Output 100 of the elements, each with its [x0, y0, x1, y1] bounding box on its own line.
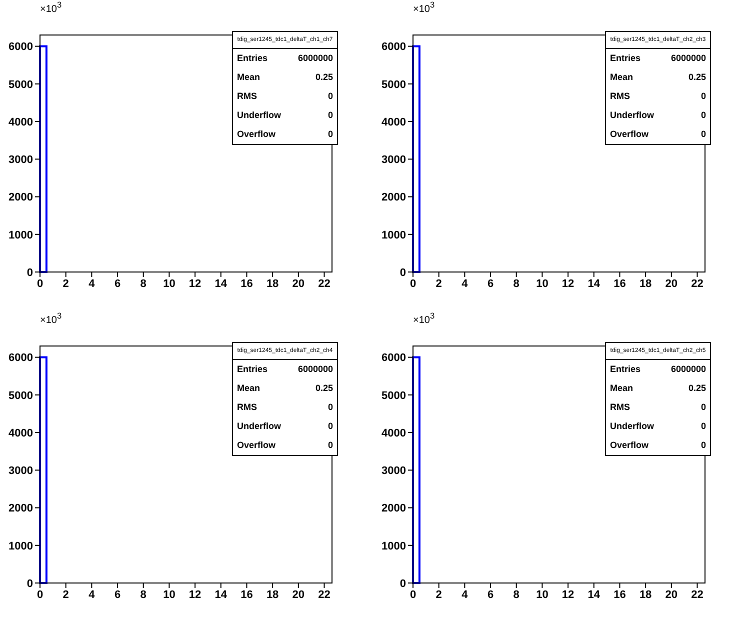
x-tick-label: 12: [188, 278, 202, 290]
x-tick-label: 16: [240, 278, 253, 290]
y-tick-label: 4000: [382, 427, 406, 440]
y-tick-label: 0: [400, 266, 406, 279]
annotation: Entries: [237, 364, 268, 374]
annotation: 0.25: [688, 383, 706, 393]
x-tick-label: 20: [665, 588, 678, 601]
x-tick-label: 8: [513, 588, 520, 601]
x-tick-label: 14: [588, 278, 601, 290]
annotation: 6000000: [670, 364, 706, 374]
y-tick-label: 2000: [8, 192, 33, 204]
x-tick-label: 2: [62, 588, 69, 601]
annotation: RMS: [237, 91, 257, 101]
annotation: 6000000: [670, 53, 706, 63]
x-tick-label: 14: [588, 588, 601, 601]
x-tick-label: 0: [410, 588, 416, 601]
annotation: 0: [328, 402, 333, 412]
annotation: Mean: [237, 72, 260, 82]
annotation: 0.25: [315, 383, 333, 393]
x-tick-label: 6: [487, 278, 494, 290]
y-tick-label: 3000: [382, 465, 406, 478]
x-tick-label: 18: [266, 278, 279, 290]
x-tick-label: 8: [140, 278, 146, 290]
y-tick-label: 5000: [382, 390, 406, 402]
annotation: Underflow: [237, 110, 281, 120]
y-tick-label: 1000: [382, 540, 406, 552]
y-tick-label: 4000: [382, 116, 406, 128]
annotation: Underflow: [610, 110, 654, 120]
y-tick-label: 6000: [8, 352, 33, 364]
annotation: Entries: [237, 53, 268, 63]
y-tick-label: 0: [26, 266, 33, 279]
x-tick-label: 16: [614, 588, 626, 601]
y-axis-title: ×10$^{3}$: [40, 311, 62, 326]
annotation: 0: [700, 91, 706, 101]
y-axis-title: ×10$^{3}$: [413, 311, 435, 326]
x-tick-label: 6: [487, 588, 494, 601]
x-tick-label: 2: [436, 588, 442, 601]
y-tick-label: 5000: [382, 78, 406, 91]
annotation: 0: [700, 110, 706, 120]
y-tick-label: 5000: [8, 390, 33, 402]
y-tick-label: 6000: [382, 41, 406, 54]
x-tick-label: 22: [691, 278, 704, 290]
x-tick-label: 14: [214, 588, 228, 601]
y-tick-label: 3000: [8, 465, 33, 478]
annotation: Mean: [237, 383, 260, 393]
y-tick-label: 2000: [382, 502, 406, 515]
annotation: 0.25: [688, 72, 706, 82]
x-tick-label: 0: [410, 278, 416, 290]
x-tick-label: 12: [562, 588, 574, 601]
x-tick-label: 18: [639, 278, 652, 290]
annotation: 0: [700, 421, 706, 431]
annotation: Mean: [610, 383, 634, 393]
x-tick-label: 4: [462, 588, 469, 601]
y-tick-label: 4000: [8, 116, 33, 128]
y-axis-title: ×10$^{3}$: [40, 0, 62, 16]
y-tick-label: 5000: [8, 78, 33, 91]
x-tick-label: 6: [114, 278, 121, 290]
x-tick-label: 4: [88, 588, 96, 601]
x-tick-label: 10: [163, 588, 176, 601]
annotation: 0: [700, 129, 706, 139]
annotation: Overflow: [237, 129, 276, 139]
annotation: 0: [700, 402, 706, 412]
annotation: Mean: [610, 72, 634, 82]
x-tick-label: 22: [691, 588, 704, 601]
annotation: RMS: [610, 91, 630, 101]
y-axis-title: ×10$^{3}$: [413, 0, 435, 16]
annotation: 0: [328, 440, 333, 450]
annotation: Entries: [610, 364, 641, 374]
x-tick-label: 16: [614, 278, 626, 290]
annotation: Underflow: [610, 421, 654, 431]
x-tick-label: 8: [140, 588, 146, 601]
x-tick-label: 16: [240, 588, 253, 601]
x-tick-label: 2: [62, 278, 69, 290]
y-tick-label: 6000: [382, 352, 406, 364]
x-tick-label: 12: [562, 278, 574, 290]
x-tick-label: 2: [436, 278, 442, 290]
y-tick-label: 1000: [382, 229, 406, 242]
x-tick-label: 8: [513, 278, 520, 290]
x-tick-label: 10: [536, 278, 548, 290]
annotation: 0: [328, 421, 333, 431]
x-tick-label: 20: [665, 278, 678, 290]
y-tick-label: 0: [26, 578, 33, 590]
x-tick-label: 12: [188, 588, 202, 601]
annotation: 6000000: [298, 364, 333, 374]
x-tick-label: 22: [318, 588, 330, 601]
annotation: 0: [328, 110, 333, 120]
y-tick-label: 3000: [382, 154, 406, 166]
x-tick-label: 18: [266, 588, 279, 601]
x-tick-label: 10: [163, 278, 176, 290]
annotation: RMS: [610, 402, 630, 412]
y-tick-label: 0: [400, 578, 406, 590]
y-tick-label: 2000: [382, 192, 406, 204]
y-tick-label: 2000: [8, 502, 33, 515]
y-tick-label: 4000: [8, 427, 33, 440]
x-tick-label: 22: [318, 278, 330, 290]
y-tick-label: 1000: [8, 229, 33, 242]
annotation: Underflow: [237, 421, 281, 431]
x-tick-label: 4: [462, 278, 469, 290]
annotation: 6000000: [298, 53, 333, 63]
x-tick-label: 0: [36, 278, 44, 290]
